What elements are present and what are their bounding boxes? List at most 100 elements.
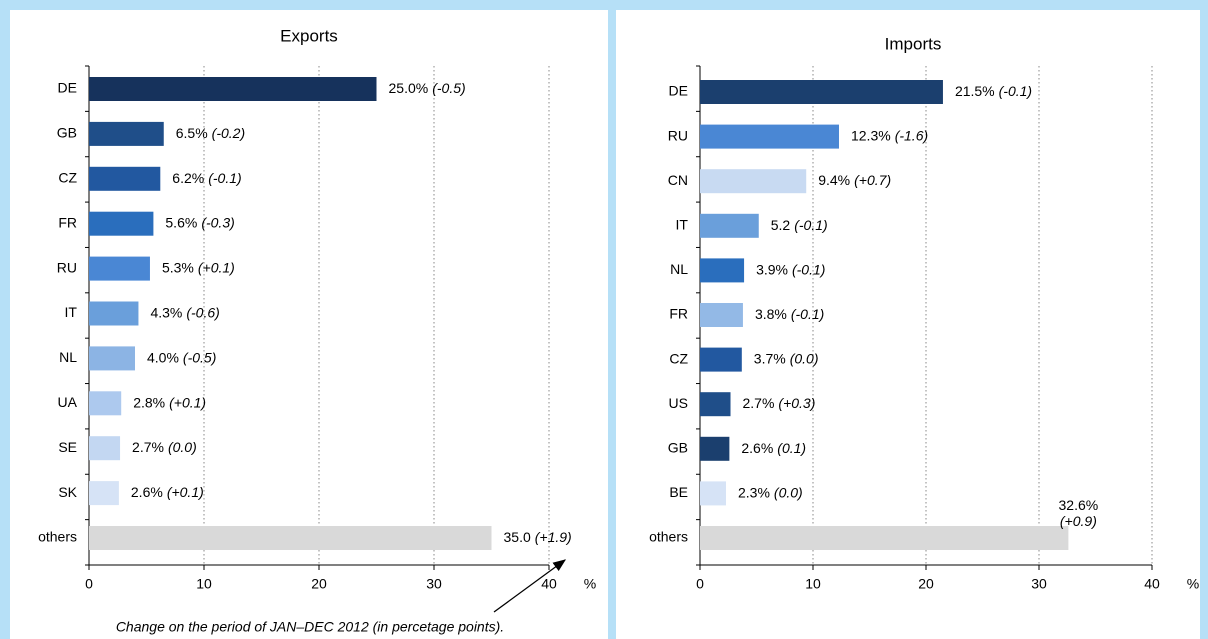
change-text: (-0.1)	[792, 261, 825, 277]
change-text: (+1.9)	[535, 529, 572, 545]
value-text: 2.7%	[743, 395, 775, 411]
value-text: 6.2%	[172, 170, 204, 186]
chart-title: Imports	[885, 34, 942, 53]
x-tick-label: 10	[196, 576, 212, 592]
category-label: NL	[670, 261, 688, 277]
value-text: 35.0	[504, 529, 531, 545]
x-tick-label: 10	[805, 576, 821, 592]
value-label: 3.9% (-0.1)	[756, 261, 825, 277]
x-tick-label: 20	[311, 576, 327, 592]
category-label: RU	[668, 127, 688, 143]
category-label: GB	[668, 440, 688, 456]
change-text: (+0.1)	[169, 394, 206, 410]
value-text: 4.0%	[147, 349, 179, 365]
value-label: 3.8% (-0.1)	[755, 306, 824, 322]
value-label: 2.8% (+0.1)	[133, 394, 206, 410]
change-text: (-0.1)	[794, 217, 827, 233]
bar	[700, 526, 1069, 550]
category-label: US	[669, 395, 688, 411]
value-text: 4.3%	[150, 304, 182, 320]
bar	[89, 346, 135, 371]
category-label: CN	[668, 172, 688, 188]
value-label: 12.3% (-1.6)	[851, 127, 928, 143]
annotation: Change on the period of JAN–DEC 2012 (in…	[116, 619, 504, 635]
value-label: 5.6% (-0.3)	[165, 214, 234, 230]
value-text: 3.9%	[756, 261, 788, 277]
category-label: DE	[58, 80, 77, 96]
value-text: 5.6%	[165, 214, 197, 230]
x-tick-label: 40	[541, 576, 557, 592]
category-label: others	[38, 529, 77, 545]
value-text: 2.7%	[132, 439, 164, 455]
bar	[700, 481, 726, 506]
value-text: 3.8%	[755, 306, 787, 322]
bar	[700, 347, 742, 372]
category-label: CZ	[669, 350, 688, 366]
change-text: (-1.6)	[895, 127, 928, 143]
x-tick-label: 20	[918, 576, 934, 592]
category-label: RU	[57, 259, 77, 275]
bar	[89, 301, 139, 326]
bar	[89, 481, 119, 506]
value-text: 2.6%	[741, 440, 773, 456]
category-label: FR	[58, 214, 77, 230]
category-label: IT	[676, 217, 689, 233]
x-tick-label: 40	[1144, 576, 1160, 592]
value-text: 25.0%	[389, 80, 429, 96]
value-text: 5.3%	[162, 259, 194, 275]
value-label: 3.7% (0.0)	[754, 350, 819, 366]
value-label: 5.3% (+0.1)	[162, 259, 235, 275]
bar	[700, 436, 730, 461]
x-tick-label: 30	[426, 576, 442, 592]
change-text: (0.1)	[777, 440, 806, 456]
chart-title: Exports	[280, 26, 338, 45]
value-label: 2.3% (0.0)	[738, 484, 803, 500]
category-label: DE	[669, 83, 688, 99]
axis-unit: %	[584, 576, 596, 592]
bar	[89, 526, 492, 550]
x-tick-label: 30	[1031, 576, 1047, 592]
change-text: (-0.5)	[183, 349, 216, 365]
category-label: GB	[57, 125, 77, 141]
bar	[700, 303, 743, 327]
bar	[700, 169, 807, 194]
change-text: (-0.1)	[791, 306, 824, 322]
value-text: 2.6%	[131, 484, 163, 500]
value-text: 6.5%	[176, 125, 208, 141]
bar	[700, 258, 745, 283]
change-text: (0.0)	[790, 350, 819, 366]
value-label: 6.5% (-0.2)	[176, 125, 245, 141]
change-text: (-0.1)	[208, 170, 241, 186]
change-text: (+0.7)	[854, 172, 891, 188]
category-label: others	[649, 529, 688, 545]
value-label: 32.6%	[1059, 497, 1099, 513]
bar	[89, 77, 377, 101]
bar	[700, 80, 943, 104]
category-label: FR	[669, 306, 688, 322]
bar	[89, 166, 161, 191]
change-text: (-0.5)	[432, 80, 465, 96]
bar	[700, 124, 839, 149]
value-label: 2.6% (0.1)	[741, 440, 806, 456]
change-text: (-0.1)	[999, 83, 1032, 99]
value-text: 21.5%	[955, 83, 995, 99]
category-label: SE	[58, 439, 77, 455]
x-tick-label: 0	[85, 576, 93, 592]
change-text: (+0.1)	[167, 484, 204, 500]
category-label: UA	[58, 394, 78, 410]
bar	[89, 436, 121, 461]
change-text: (-0.3)	[201, 214, 234, 230]
change-text: (+0.3)	[778, 395, 815, 411]
category-label: IT	[65, 304, 78, 320]
value-text: 3.7%	[754, 350, 786, 366]
change-label: (+0.9)	[1060, 513, 1097, 529]
value-text: 12.3%	[851, 127, 891, 143]
category-label: BE	[669, 484, 688, 500]
value-label: 4.3% (-0.6)	[150, 304, 219, 320]
value-label: 25.0% (-0.5)	[389, 80, 466, 96]
value-text: 9.4%	[818, 172, 850, 188]
change-text: (-0.6)	[186, 304, 219, 320]
change-text: (+0.9)	[1060, 513, 1097, 529]
category-label: NL	[59, 349, 77, 365]
